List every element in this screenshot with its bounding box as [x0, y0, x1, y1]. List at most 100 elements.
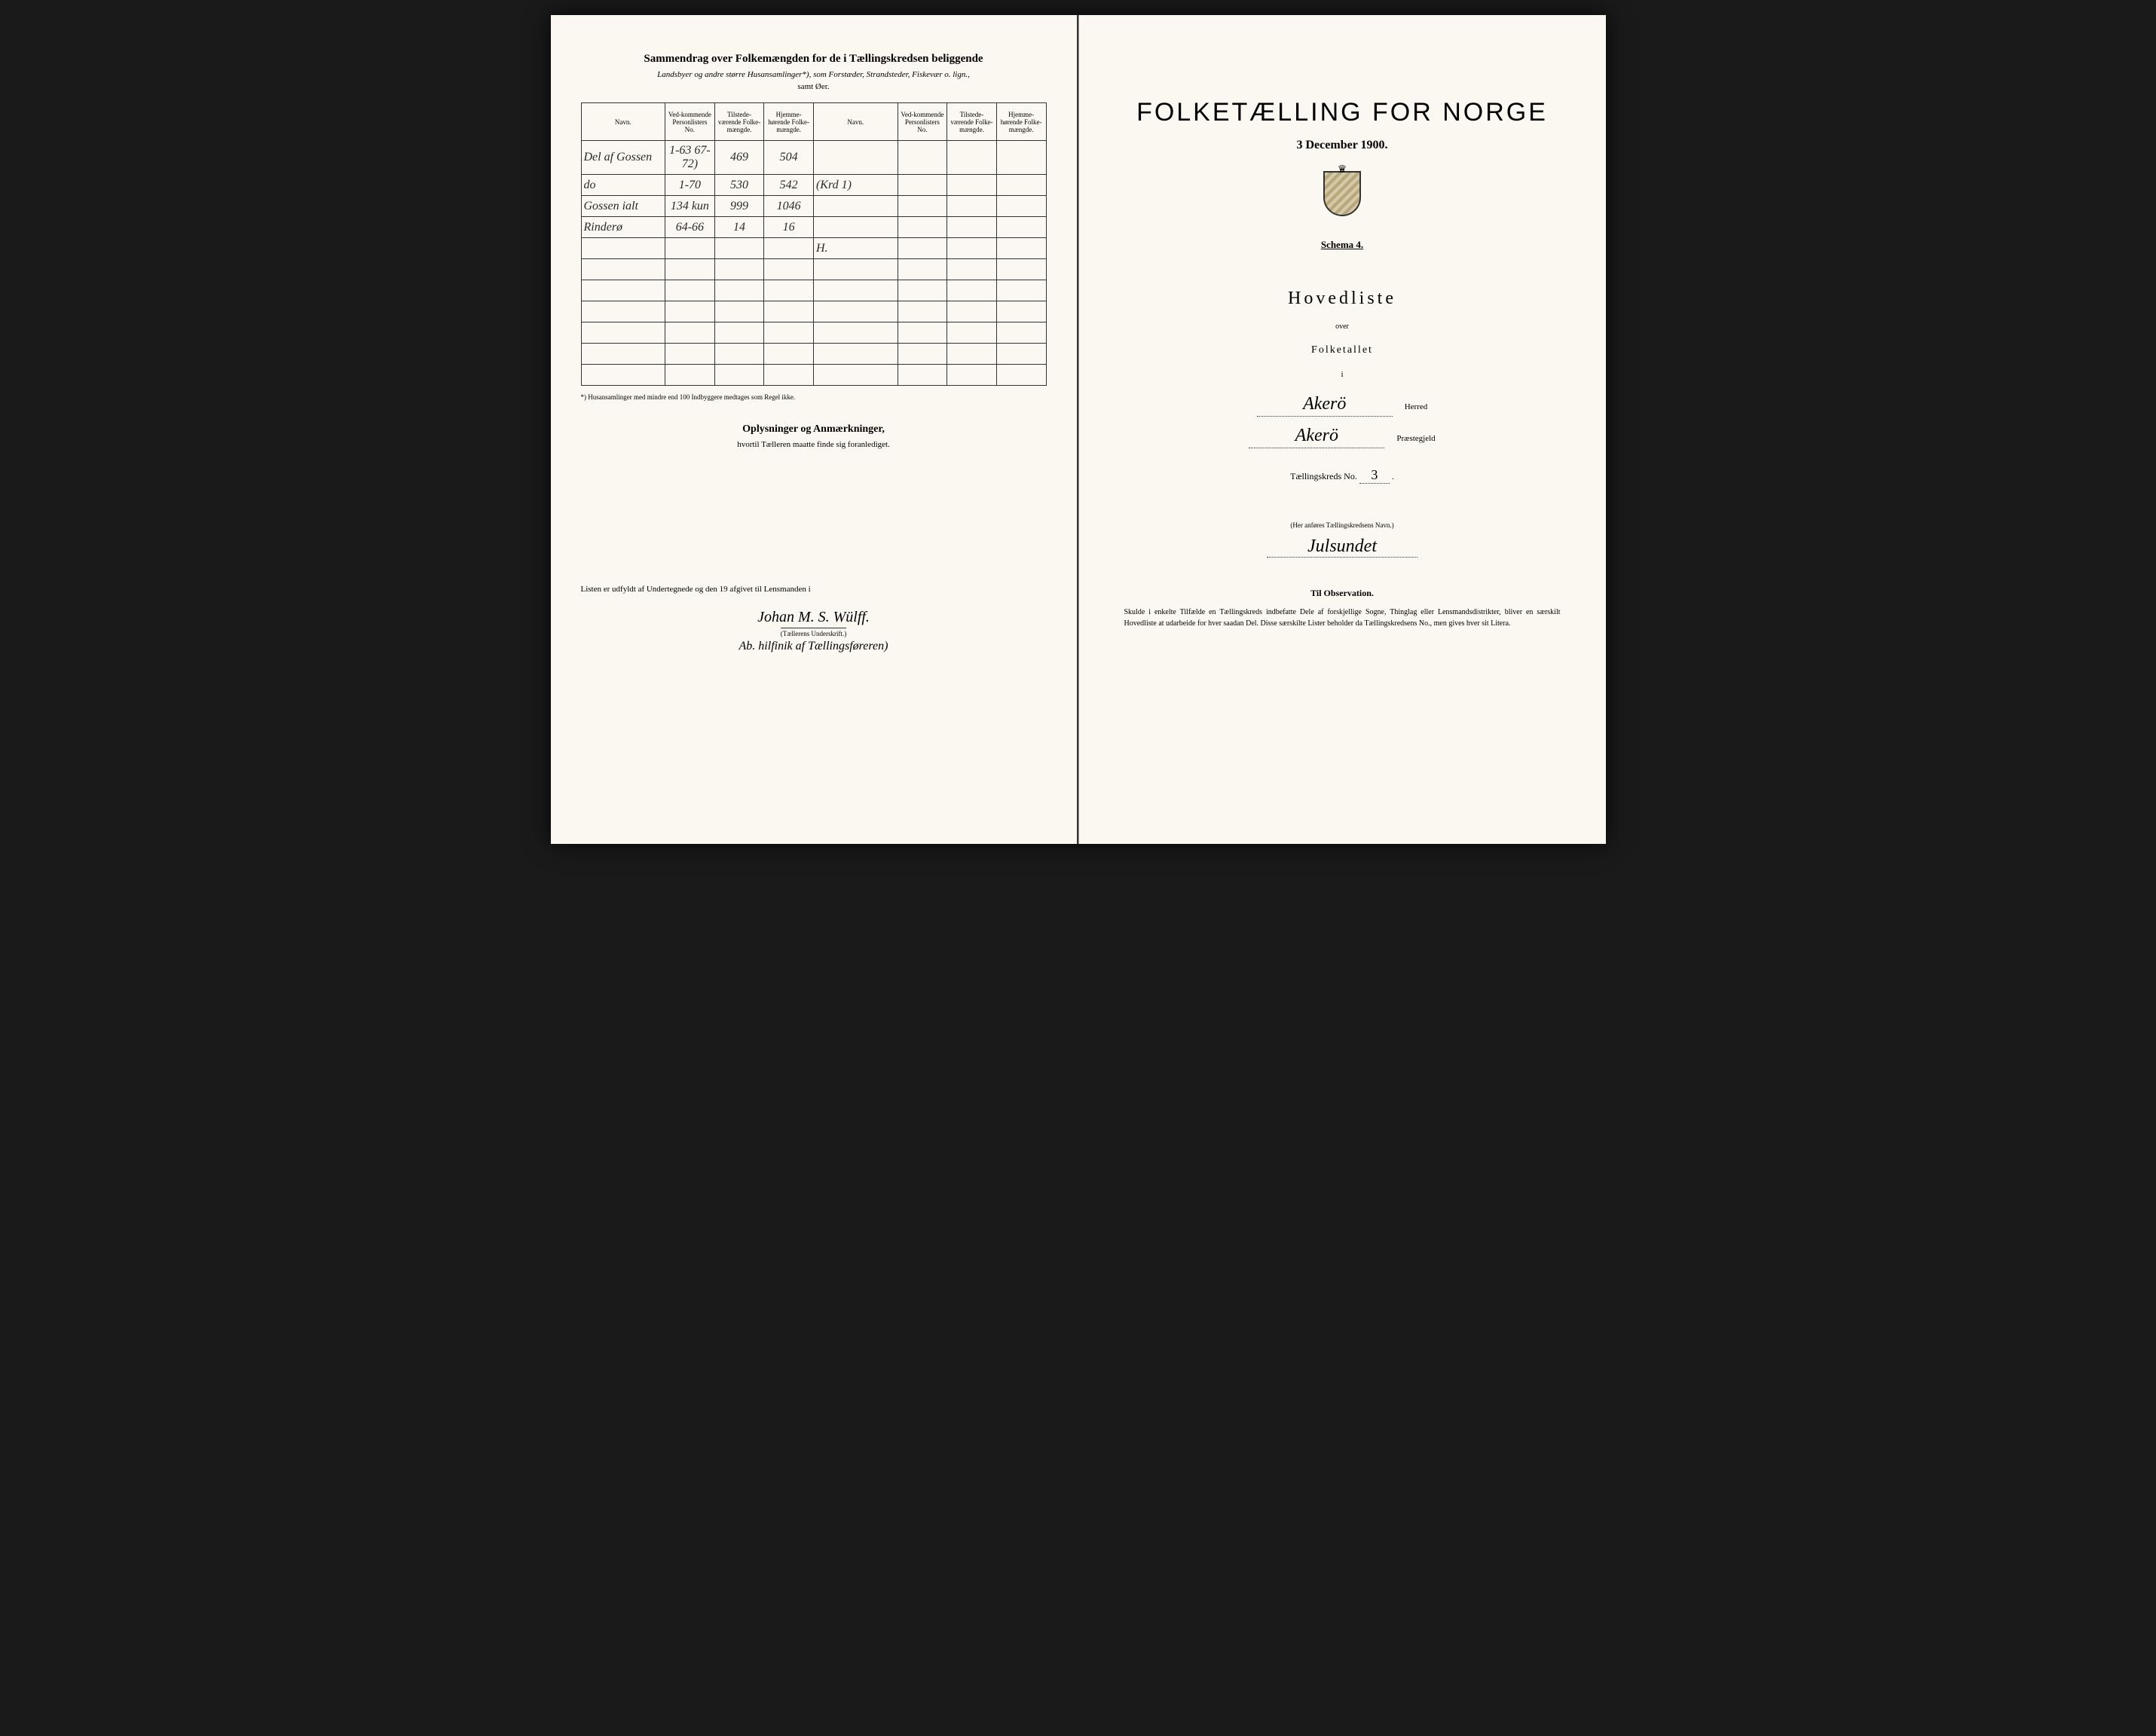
- signature-extra: Ab. hilfinik af Tællingsføreren): [581, 640, 1047, 653]
- table-cell: [581, 322, 665, 344]
- kreds-name: Julsundet: [1267, 536, 1417, 558]
- table-cell: [764, 344, 814, 365]
- hovedliste-title: Hovedliste: [1109, 289, 1576, 309]
- observation-title: Til Observation.: [1109, 588, 1576, 599]
- signature-block: Johan M. S. Wülff. (Tællerens Underskrif…: [581, 609, 1047, 653]
- table-cell: [764, 322, 814, 344]
- kreds-dot: .: [1392, 471, 1394, 481]
- table-cell: [764, 301, 814, 322]
- table-cell: [764, 365, 814, 386]
- table-cell: [581, 259, 665, 280]
- table-cell: 469: [714, 141, 764, 175]
- th-hje2: Hjemme-hørende Folke-mængde.: [996, 103, 1046, 141]
- folketallet-label: Folketallet: [1109, 344, 1576, 356]
- table-cell: do: [581, 175, 665, 196]
- table-cell: [764, 259, 814, 280]
- table-cell: [898, 259, 947, 280]
- table-cell: 64-66: [665, 217, 715, 238]
- census-table: Navn. Ved-kommende Personlisters No. Til…: [581, 102, 1047, 386]
- over-label: over: [1109, 322, 1576, 331]
- th-hje1: Hjemme-hørende Folke-mængde.: [764, 103, 814, 141]
- table-cell: [996, 344, 1046, 365]
- herred-label: Herred: [1405, 402, 1428, 411]
- summary-title: Sammendrag over Folkemængden for de i Tæ…: [581, 53, 1047, 66]
- anfor-label: (Her anføres Tællingskredsens Navn.): [1109, 521, 1576, 529]
- herred-row: Akerö Herred: [1109, 394, 1576, 417]
- right-page: FOLKETÆLLING FOR NORGE 3 December 1900. …: [1078, 15, 1606, 844]
- table-cell: 530: [714, 175, 764, 196]
- table-cell: [898, 141, 947, 175]
- table-footnote: *) Husansamlinger med mindre end 100 Ind…: [581, 393, 1047, 401]
- table-cell: [947, 344, 997, 365]
- table-cell: [581, 301, 665, 322]
- th-navn1: Navn.: [581, 103, 665, 141]
- table-cell: [947, 217, 997, 238]
- i-label: i: [1109, 370, 1576, 379]
- notes-subtitle: hvortil Tælleren maatte finde sig foranl…: [581, 440, 1047, 449]
- table-row: Gossen ialt134 kun9991046: [581, 196, 1046, 217]
- table-cell: [947, 141, 997, 175]
- table-cell: [581, 280, 665, 301]
- table-cell: [813, 301, 898, 322]
- th-til2: Tilstede-værende Folke-mængde.: [947, 103, 997, 141]
- table-cell: [898, 301, 947, 322]
- table-cell: 1046: [764, 196, 814, 217]
- table-cell: [665, 280, 715, 301]
- table-cell: Gossen ialt: [581, 196, 665, 217]
- table-cell: [665, 259, 715, 280]
- table-cell: [581, 365, 665, 386]
- table-cell: [714, 301, 764, 322]
- praeste-row: Akerö Præstegjeld: [1109, 426, 1576, 448]
- table-cell: [947, 322, 997, 344]
- table-cell: [898, 196, 947, 217]
- th-ved2: Ved-kommende Personlisters No.: [898, 103, 947, 141]
- table-cell: [898, 365, 947, 386]
- table-cell: [813, 280, 898, 301]
- signature-label: (Tællerens Underskrift.): [781, 628, 846, 637]
- table-cell: [898, 175, 947, 196]
- date-line: 3 December 1900.: [1109, 139, 1576, 152]
- table-cell: 14: [714, 217, 764, 238]
- th-til1: Tilstede-værende Folke-mængde.: [714, 103, 764, 141]
- table-row: do1-70530542(Krd 1): [581, 175, 1046, 196]
- praeste-label: Præstegjeld: [1396, 434, 1435, 443]
- table-cell: [947, 259, 997, 280]
- table-cell: [898, 322, 947, 344]
- table-cell: [898, 217, 947, 238]
- table-cell: [665, 301, 715, 322]
- table-cell: [996, 175, 1046, 196]
- table-cell: [898, 344, 947, 365]
- table-cell: [813, 259, 898, 280]
- table-cell: [665, 344, 715, 365]
- table-cell: [813, 217, 898, 238]
- table-cell: [665, 365, 715, 386]
- table-cell: 1-63 67-72): [665, 141, 715, 175]
- table-cell: [813, 196, 898, 217]
- table-cell: [996, 280, 1046, 301]
- table-row: [581, 365, 1046, 386]
- table-cell: 134 kun: [665, 196, 715, 217]
- table-cell: [947, 196, 997, 217]
- table-cell: [947, 280, 997, 301]
- table-cell: [714, 365, 764, 386]
- table-cell: [947, 365, 997, 386]
- table-row: Del af Gossen1-63 67-72)469504: [581, 141, 1046, 175]
- table-cell: [996, 322, 1046, 344]
- table-cell: Del af Gossen: [581, 141, 665, 175]
- praeste-name: Akerö: [1249, 426, 1384, 448]
- table-row: [581, 322, 1046, 344]
- table-cell: [996, 217, 1046, 238]
- table-cell: [665, 322, 715, 344]
- table-cell: [898, 238, 947, 259]
- table-cell: [996, 238, 1046, 259]
- kreds-number: 3: [1359, 467, 1390, 484]
- kreds-name-row: Julsundet: [1109, 536, 1576, 558]
- signature-line: Listen er udfyldt af Undertegnede og den…: [581, 585, 1047, 594]
- table-row: [581, 344, 1046, 365]
- table-cell: [714, 259, 764, 280]
- table-cell: [714, 280, 764, 301]
- observation-text: Skulde i enkelte Tilfælde en Tællingskre…: [1109, 607, 1576, 629]
- notes-title: Oplysninger og Anmærkninger,: [581, 423, 1047, 436]
- table-cell: 504: [764, 141, 814, 175]
- table-cell: [813, 344, 898, 365]
